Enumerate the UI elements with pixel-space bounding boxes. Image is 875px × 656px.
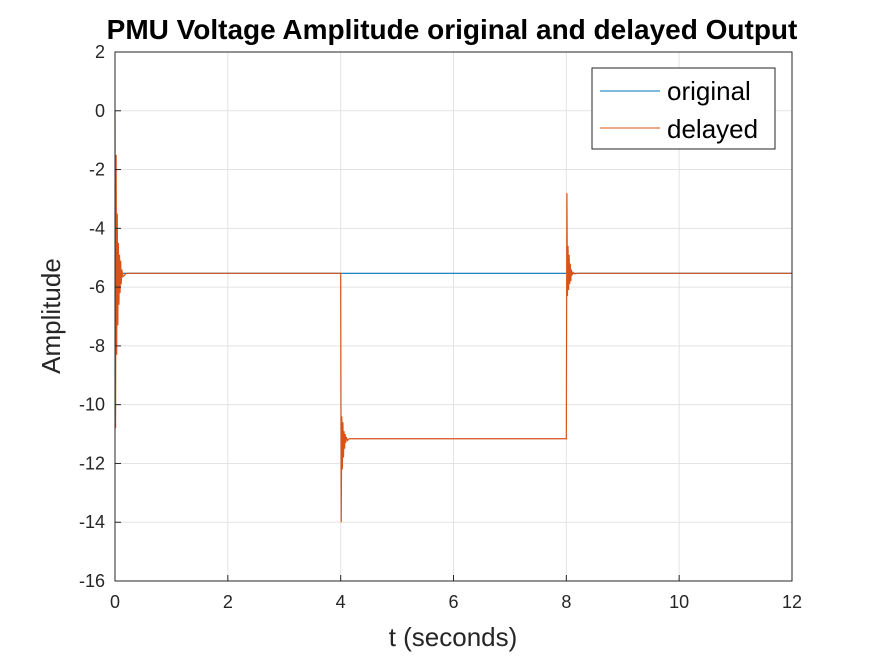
x-axis-ticks: 0 2 4 6 8 10 12 xyxy=(110,575,802,612)
y-tick-label: 0 xyxy=(95,101,105,121)
y-tick-label: -10 xyxy=(79,395,105,415)
y-tick-label: -2 xyxy=(89,160,105,180)
legend: original delayed xyxy=(591,67,776,150)
x-tick-label: 4 xyxy=(336,592,346,612)
legend-label-delayed: delayed xyxy=(667,114,758,144)
x-axis-label: t (seconds) xyxy=(389,622,518,652)
x-tick-label: 10 xyxy=(669,592,689,612)
series-lines xyxy=(114,110,792,523)
x-tick-label: 12 xyxy=(782,592,802,612)
x-tick-label: 8 xyxy=(561,592,571,612)
y-axis-ticks: 2 0 -2 -4 -6 -8 -10 -12 -14 -16 xyxy=(79,42,121,591)
chart-title: PMU Voltage Amplitude original and delay… xyxy=(107,14,798,45)
legend-label-original: original xyxy=(667,76,751,106)
y-tick-label: -8 xyxy=(89,336,105,356)
x-tick-label: 6 xyxy=(448,592,458,612)
y-tick-label: -12 xyxy=(79,453,105,473)
y-tick-label: -14 xyxy=(79,512,105,532)
x-tick-label: 2 xyxy=(223,592,233,612)
y-tick-label: -6 xyxy=(89,277,105,297)
y-tick-label: -16 xyxy=(79,571,105,591)
y-tick-label: 2 xyxy=(95,42,105,62)
legend-box xyxy=(591,67,776,150)
series-line-delayed xyxy=(114,110,792,523)
x-tick-label: 0 xyxy=(110,592,120,612)
y-tick-label: -4 xyxy=(89,218,105,238)
y-axis-label: Amplitude xyxy=(36,258,66,374)
